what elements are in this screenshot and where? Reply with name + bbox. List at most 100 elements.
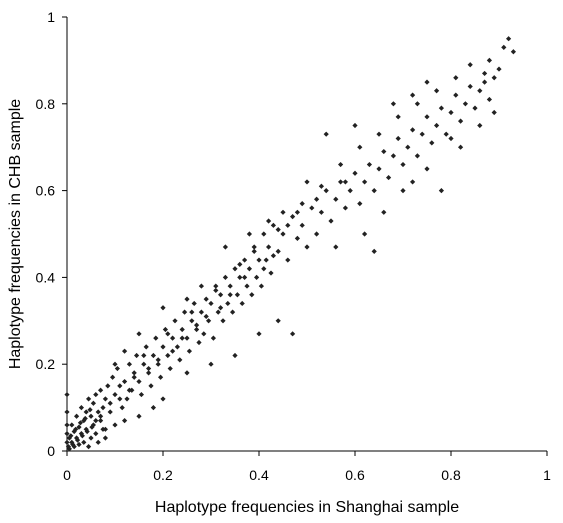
data-point [95,439,101,445]
data-point [506,36,512,42]
data-point [79,433,85,439]
data-point [467,83,473,90]
data-point [390,101,396,107]
data-point [189,318,195,324]
data-point [179,326,185,333]
data-point [73,426,79,432]
data-point [208,361,214,367]
data-point [510,49,516,55]
data-point [179,335,185,341]
data-point [261,266,267,272]
data-point [239,300,245,307]
data-point [232,266,238,272]
data-point [172,318,178,324]
data-point [84,428,90,435]
y-tick-label: 0 [47,443,55,459]
data-point [189,309,195,315]
data-point [184,370,190,376]
data-point [472,105,478,111]
data-point [194,326,200,333]
data-point [266,218,272,224]
data-point [237,274,243,280]
data-point [134,352,140,359]
data-point [299,222,305,228]
y-tick-label: 0.4 [36,269,56,285]
data-point [275,248,281,254]
data-point [376,131,382,137]
data-point [234,292,240,298]
data-point [174,344,180,350]
data-point [64,422,70,428]
data-point [230,309,236,315]
data-point [184,296,190,302]
data-point [246,266,252,272]
data-point [81,439,87,445]
data-point [244,283,250,289]
data-point [462,101,468,107]
data-point [222,274,228,280]
data-point [381,209,387,215]
data-point [268,270,274,276]
data-point [395,114,401,120]
data-point [83,409,89,415]
data-point [453,75,459,81]
data-point [206,318,212,324]
data-point [261,231,267,237]
data-point [429,140,435,146]
x-tick-label: 0 [63,467,71,483]
data-point [107,409,113,415]
data-point [122,418,128,424]
data-point [196,339,202,346]
data-point [141,352,147,359]
data-point [194,322,200,328]
data-point [69,422,75,428]
data-point [410,127,416,133]
data-point [65,444,72,450]
data-point [126,361,132,367]
data-point [371,188,377,194]
data-point [102,426,108,432]
data-point [218,305,224,311]
data-point [90,400,96,406]
data-point [491,75,497,81]
data-point [381,148,387,155]
data-point [362,179,368,185]
data-point [148,383,154,389]
x-axis-title: Haplotype frequencies in Shanghai sample [155,499,459,516]
data-point [501,44,507,50]
data-point [87,407,93,413]
data-point [458,118,464,124]
data-point [434,122,440,129]
data-point [338,179,344,185]
data-point [424,79,430,85]
data-point [64,431,70,437]
data-point [131,370,137,376]
data-point [110,374,116,380]
data-point [213,283,219,289]
data-point [170,335,176,341]
data-point [141,361,147,367]
data-point [70,441,76,448]
data-point [184,335,190,341]
data-point [158,374,164,380]
data-point [376,166,382,172]
data-point [86,444,92,450]
data-point [357,201,363,207]
data-point [64,439,70,445]
data-point [160,396,166,402]
data-point [170,348,176,354]
data-point [352,170,358,176]
data-point [165,331,171,337]
data-point [299,201,305,207]
data-point [210,335,216,341]
data-point [102,396,108,402]
data-point [93,391,99,398]
data-point [270,222,276,228]
data-point [100,405,106,411]
data-point [98,418,104,424]
data-point [304,244,310,250]
data-point [112,422,118,428]
data-point [162,326,168,333]
data-point [285,222,291,228]
